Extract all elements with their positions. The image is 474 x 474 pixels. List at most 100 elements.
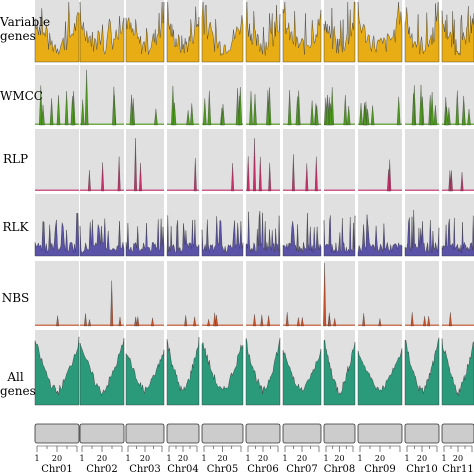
spike-mark bbox=[238, 87, 243, 126]
track-variable bbox=[34, 0, 474, 63]
spike-mark bbox=[396, 96, 401, 126]
spike-mark bbox=[467, 109, 471, 126]
area-mark bbox=[34, 213, 80, 257]
area-mark bbox=[441, 6, 474, 63]
spike-mark bbox=[56, 95, 61, 126]
tick-label: 20 bbox=[297, 454, 307, 463]
chromosome-bar bbox=[357, 423, 403, 444]
area-mark bbox=[282, 348, 322, 406]
spike-mark bbox=[266, 90, 270, 126]
tick-label: 20 bbox=[375, 454, 385, 463]
area-mark bbox=[357, 1, 403, 63]
tick-label: 20 bbox=[140, 454, 150, 463]
area-mark bbox=[357, 214, 403, 257]
area-mark bbox=[323, 1, 356, 63]
spike-mark bbox=[213, 312, 217, 327]
area-mark bbox=[357, 348, 403, 406]
spike-mark bbox=[56, 315, 60, 327]
spike-mark bbox=[455, 90, 460, 126]
track-rlp bbox=[35, 129, 474, 192]
spike-mark bbox=[346, 106, 351, 126]
area-mark bbox=[404, 337, 440, 406]
track-label: All genes bbox=[0, 370, 36, 398]
spike-mark bbox=[221, 104, 225, 126]
chromosome-label: Chr08 bbox=[324, 464, 356, 474]
area-mark bbox=[79, 218, 125, 257]
track-label: RLP bbox=[2, 152, 29, 166]
tick-label: 1 bbox=[79, 454, 84, 463]
area-mark bbox=[282, 1, 322, 63]
tick-label: 20 bbox=[217, 454, 227, 463]
spike-mark bbox=[285, 312, 289, 327]
track-rlk bbox=[34, 194, 474, 257]
spike-mark bbox=[246, 156, 250, 192]
spike-mark bbox=[447, 107, 451, 126]
spike-mark bbox=[300, 317, 304, 327]
area-mark bbox=[201, 342, 244, 406]
spike-mark bbox=[323, 262, 327, 327]
spike-mark bbox=[134, 138, 137, 192]
area-mark bbox=[404, 209, 440, 257]
spike-mark bbox=[461, 95, 466, 126]
tick-label: 1 bbox=[125, 454, 130, 463]
chromosome-bar bbox=[79, 423, 125, 444]
spike-mark bbox=[84, 313, 87, 327]
area-mark bbox=[166, 337, 200, 406]
spike-mark bbox=[249, 91, 253, 126]
spike-mark bbox=[139, 162, 142, 192]
spike-mark bbox=[314, 156, 318, 192]
spike-mark bbox=[315, 105, 319, 126]
spike-mark bbox=[291, 154, 295, 192]
tick-label: 20 bbox=[453, 454, 463, 463]
spike-mark bbox=[444, 107, 449, 126]
spike-mark bbox=[296, 317, 300, 327]
spike-mark bbox=[370, 105, 375, 126]
chromosome-bar bbox=[404, 423, 440, 444]
panel-background bbox=[358, 129, 402, 191]
spike-mark bbox=[310, 100, 314, 126]
area-mark bbox=[282, 212, 322, 257]
panel-background bbox=[358, 261, 402, 326]
area-mark bbox=[79, 338, 125, 406]
spike-mark bbox=[49, 98, 54, 126]
tick-label: 1 bbox=[201, 454, 206, 463]
area-mark bbox=[245, 338, 281, 406]
panel-background bbox=[283, 129, 321, 191]
spike-mark bbox=[260, 314, 264, 327]
spike-mark bbox=[328, 316, 331, 327]
panel-background bbox=[246, 261, 280, 326]
area-mark bbox=[125, 1, 165, 63]
spike-mark bbox=[136, 316, 140, 327]
spike-mark bbox=[231, 163, 235, 192]
panel-background bbox=[442, 261, 474, 326]
area-mark bbox=[201, 216, 244, 257]
panel-background bbox=[202, 129, 243, 191]
tick-label: 1 bbox=[245, 454, 250, 463]
spike-mark bbox=[84, 69, 89, 126]
panel-background bbox=[442, 194, 474, 256]
spike-mark bbox=[387, 169, 390, 192]
spike-mark bbox=[365, 108, 370, 126]
spike-mark bbox=[305, 163, 309, 192]
tick-label: 1 bbox=[34, 454, 39, 463]
spike-mark bbox=[253, 138, 256, 192]
track-label: NBS bbox=[1, 291, 30, 305]
spike-mark bbox=[267, 315, 271, 327]
panel-background bbox=[405, 129, 439, 191]
panel-background bbox=[202, 261, 243, 326]
spike-mark bbox=[193, 158, 197, 192]
spike-mark bbox=[328, 103, 333, 126]
spike-mark bbox=[448, 312, 452, 327]
spike-mark bbox=[362, 313, 366, 327]
spike-mark bbox=[118, 316, 122, 327]
tick-label: 1 bbox=[441, 454, 446, 463]
spike-mark bbox=[287, 90, 292, 126]
chromosome-label: Chr03 bbox=[129, 464, 161, 474]
tick-label: 1 bbox=[282, 454, 287, 463]
spike-mark bbox=[129, 94, 134, 126]
spike-mark bbox=[112, 86, 116, 126]
panel-background bbox=[80, 261, 124, 326]
chromosome-label: Chr04 bbox=[167, 464, 199, 474]
chromosome-label: Chr01 bbox=[41, 464, 73, 474]
